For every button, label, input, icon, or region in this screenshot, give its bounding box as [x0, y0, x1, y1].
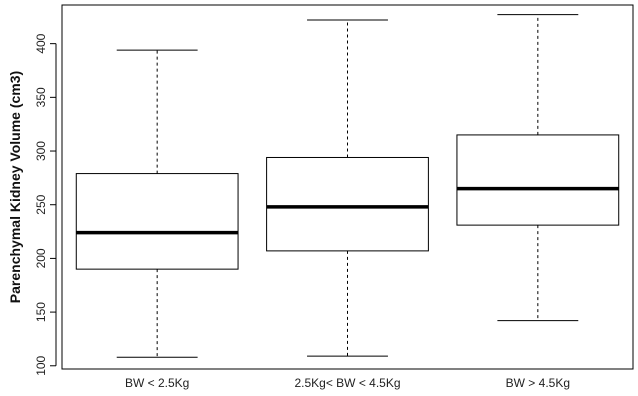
box-1	[75, 49, 239, 358]
y-tick-label: 300	[34, 141, 48, 161]
y-tick-label: 400	[34, 33, 48, 53]
y-axis-label: Parenchymal Kidney Volume (cm3)	[7, 71, 23, 303]
plot-frame	[61, 4, 634, 370]
iqr-box	[456, 134, 620, 226]
y-tick-label: 100	[34, 355, 48, 375]
x-axis-labels: BW < 2.5Kg 2.5Kg< BW < 4.5Kg BW > 4.5Kg	[125, 376, 570, 390]
x-category-label: 2.5Kg< BW < 4.5Kg	[294, 376, 400, 390]
y-tick-label: 350	[34, 87, 48, 107]
iqr-box	[75, 173, 239, 270]
y-axis: 100 150 200 250 300 350 400	[34, 33, 57, 376]
x-category-label: BW > 4.5Kg	[506, 376, 570, 390]
box-group	[75, 14, 620, 358]
box-3	[456, 14, 620, 322]
y-tick-label: 250	[34, 194, 48, 214]
x-category-label: BW < 2.5Kg	[125, 376, 189, 390]
y-tick-label: 150	[34, 302, 48, 322]
y-tick-label: 200	[34, 248, 48, 268]
iqr-box	[266, 156, 429, 252]
box-2	[266, 19, 429, 357]
